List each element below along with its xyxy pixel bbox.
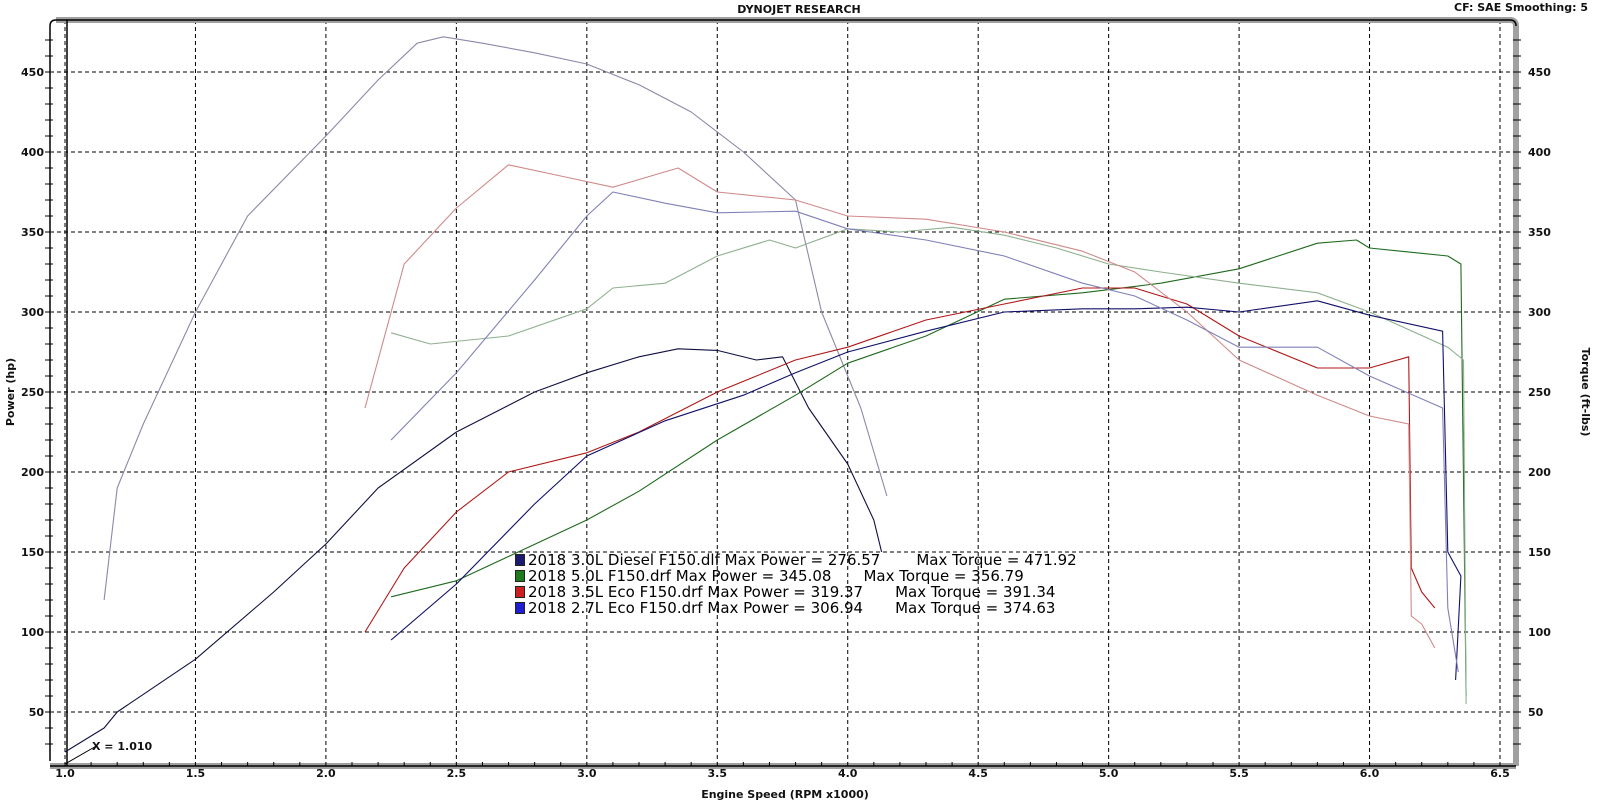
y-tick-label: 200 [21,466,44,479]
x-tick-label: 4.0 [838,767,858,780]
y-tick-label: 150 [21,546,44,559]
grid-lines [50,20,1516,766]
x-tick-label: 1.0 [55,767,75,780]
y-tick-label: 250 [21,386,44,399]
data-series-line [103,36,888,601]
legend-max-torque: Max Torque = 356.79 [863,567,1024,585]
legend-max-power: Max Power = 345.08 [675,567,832,585]
legend-max-torque: Max Torque = 374.63 [895,599,1056,617]
legend-max-power: Max Power = 276.57 [724,551,881,569]
legend-max-torque: Max Torque = 391.34 [895,583,1056,601]
axes: 1.0 1.5 2.0 2.5 3.0 3.5 4.0 4.5 5.0 5.5 6.0 6.5 50 50… [21,17,1551,780]
x-tick-label: 6.5 [1490,767,1510,780]
y2-tick-label: 450 [1528,66,1551,79]
x-tick-label: 3.5 [708,767,728,780]
y2-tick-label: 300 [1528,306,1551,319]
legend: 2018 3.0L Diesel F150.dlf Max Power = 27… [515,552,1077,616]
legend-swatch [515,586,525,598]
chart-title: DYNOJET RESEARCH [737,3,861,16]
x-tick-label: 5.0 [1099,767,1119,780]
x-tick-label: 4.5 [968,767,988,780]
legend-name: 2018 3.0L Diesel F150.dlf [528,551,720,569]
y-tick-label: 50 [29,706,45,719]
y-axis-title: Power (hp) [4,358,17,426]
legend-name: 2018 3.5L Eco F150.drf [528,583,703,601]
y2-tick-label: 50 [1528,706,1544,719]
legend-max-power: Max Power = 306.94 [707,599,864,617]
data-series-line [390,226,1467,705]
y-tick-label: 450 [21,66,44,79]
legend-item-3-5l-eco: 2018 3.5L Eco F150.drf Max Power = 319.3… [515,584,1077,600]
x-tick-label: 5.5 [1229,767,1249,780]
legend-max-power: Max Power = 319.37 [707,583,864,601]
y-tick-label: 100 [21,626,44,639]
legend-item-2-7l-eco: 2018 2.7L Eco F150.drf Max Power = 306.9… [515,600,1077,616]
data-series-line [390,239,1467,697]
legend-name: 2018 5.0L F150.drf [528,567,671,585]
y2-tick-label: 200 [1528,466,1551,479]
y2-axis-title: Torque (ft-lbs) [1579,348,1592,437]
y-tick-label: 350 [21,226,44,239]
y-tick-label: 300 [21,306,44,319]
data-series-line [364,164,1436,649]
data-series-line [364,287,1436,633]
cursor-marker [64,745,97,765]
x-axis-title: Engine Speed (RPM x1000) [701,788,869,801]
legend-swatch [515,554,525,566]
y2-tick-label: 100 [1528,626,1551,639]
x-tick-label: 3.0 [577,767,597,780]
data-series-line [390,191,1459,673]
data-series-line [64,348,883,753]
legend-swatch [515,570,525,582]
y2-tick-label: 150 [1528,546,1551,559]
legend-item-diesel: 2018 3.0L Diesel F150.dlf Max Power = 27… [515,552,1077,568]
x-tick-label: 2.0 [316,767,336,780]
x-tick-label: 2.5 [447,767,467,780]
legend-name: 2018 2.7L Eco F150.drf [528,599,703,617]
data-series-line [390,300,1462,681]
x-tick-label: 6.0 [1360,767,1380,780]
y2-tick-label: 400 [1528,146,1551,159]
cursor-readout: X = 1.010 [92,740,153,753]
legend-swatch [515,602,525,614]
y2-tick-label: 350 [1528,226,1551,239]
correction-factor-label: CF: SAE Smoothing: 5 [1454,1,1588,14]
legend-max-torque: Max Torque = 471.92 [916,551,1077,569]
data-lines [64,36,1467,765]
x-tick-label: 1.5 [186,767,206,780]
y-tick-label: 400 [21,146,44,159]
legend-item-5-0l: 2018 5.0L F150.drf Max Power = 345.08 Max… [515,568,1077,584]
y2-tick-label: 250 [1528,386,1551,399]
